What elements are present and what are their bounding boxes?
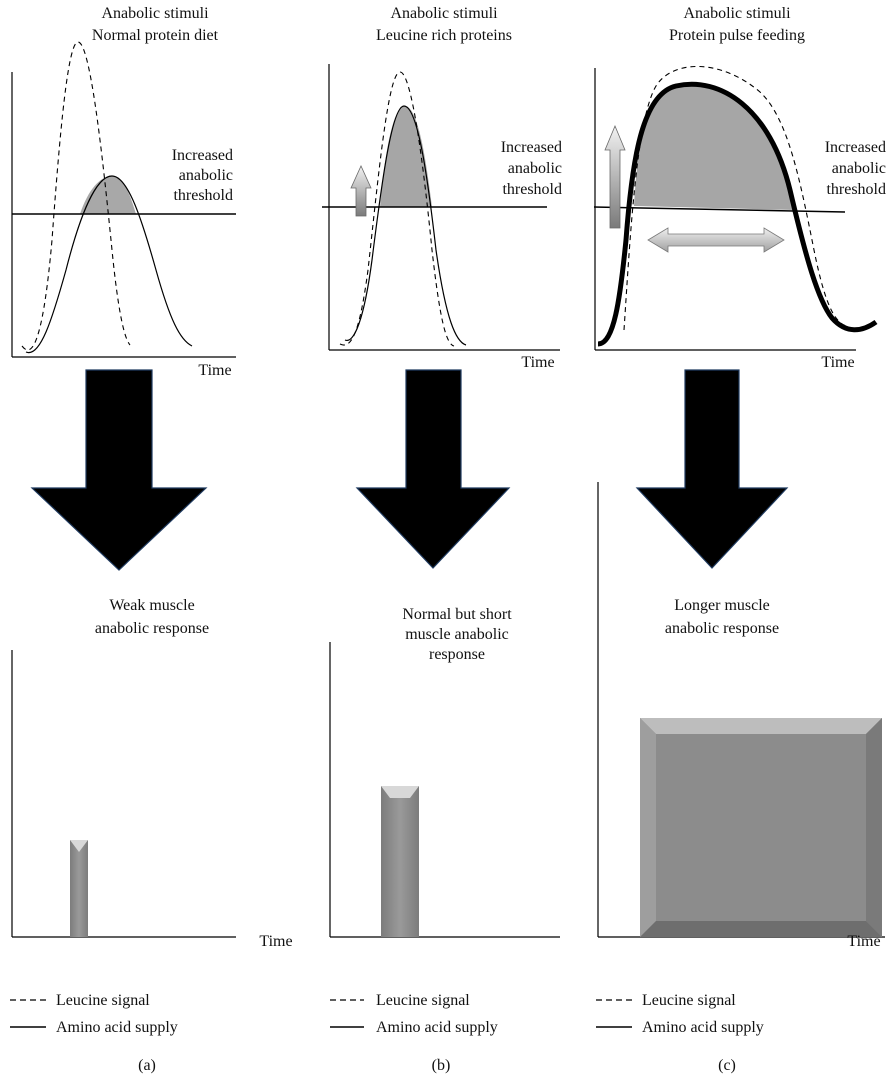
panel-b-response-line3: response: [429, 646, 485, 663]
panel-a-threshold-label-2: anabolic: [179, 167, 233, 184]
panel-a-title-line2: Normal protein diet: [92, 27, 219, 44]
panel-a: Anabolic stimuli Normal protein diet Inc…: [10, 5, 293, 1074]
panel-b-threshold-label-3: threshold: [502, 181, 562, 198]
panel-c-title-line1: Anabolic stimuli: [683, 5, 791, 22]
panel-a-bottom-time-label: Time: [259, 933, 292, 950]
panel-a-leucine-curve: [21, 41, 131, 351]
panel-a-response-line1: Weak muscle: [109, 597, 194, 614]
panel-b-legend-solid-label: Amino acid supply: [376, 1019, 498, 1036]
panel-a-legend-dashed-label: Leucine signal: [56, 992, 150, 1009]
panel-a-response-line2: anabolic response: [95, 620, 209, 637]
panel-c-legend-dashed-label: Leucine signal: [642, 992, 736, 1009]
panel-b-response-line2: muscle anabolic: [405, 626, 509, 643]
panel-c-down-arrow: [635, 369, 789, 569]
panel-a-down-arrow: [30, 369, 208, 571]
panel-b-threshold-label-1: Increased: [501, 139, 562, 156]
panel-b-threshold-up-arrow: [350, 165, 372, 217]
panel-b-down-arrow: [355, 369, 511, 569]
panel-a-legend-solid-label: Amino acid supply: [56, 1019, 178, 1036]
panel-c-threshold-label-1: Increased: [825, 139, 886, 156]
panel-c-anabolic-area: [634, 85, 794, 210]
panel-c-threshold-label-2: anabolic: [832, 160, 886, 177]
panel-c-response-line2: anabolic response: [665, 620, 779, 637]
panel-b-leucine-curve: [339, 71, 455, 347]
panel-a-title-line1: Anabolic stimuli: [101, 5, 209, 22]
panel-b-title-line2: Leucine rich proteins: [376, 27, 512, 44]
panel-c-response-line1: Longer muscle: [674, 597, 770, 614]
panel-c-amino-curve: [597, 81, 878, 347]
panel-b-caption: (b): [432, 1057, 451, 1074]
panel-c-threshold-label-3: threshold: [826, 181, 886, 198]
panel-c-title-line2: Protein pulse feeding: [669, 27, 805, 44]
panel-c-threshold-line: [593, 206, 846, 213]
panel-b-response-bar: [381, 786, 419, 937]
panel-b-title-line1: Anabolic stimuli: [390, 5, 498, 22]
panel-a-anabolic-area: [80, 176, 136, 214]
panel-c-top-time-label: Time: [821, 354, 854, 371]
panel-c-leucine-curve: [623, 65, 847, 331]
panel-c: Anabolic stimuli Protein pulse feeding I…: [593, 5, 886, 1074]
panel-c-response-bar: [640, 718, 882, 937]
panel-b-top-time-label: Time: [521, 354, 554, 371]
panel-b-amino-curve: [344, 105, 467, 346]
panel-a-caption: (a): [138, 1057, 156, 1074]
panel-c-threshold-up-arrow: [604, 124, 626, 229]
panel-a-amino-curve: [25, 175, 193, 354]
panel-c-legend-solid-label: Amino acid supply: [642, 1019, 764, 1036]
panel-c-caption: (c): [718, 1057, 736, 1074]
panel-b-anabolic-area: [380, 105, 432, 207]
panel-b-legend-dashed-label: Leucine signal: [376, 992, 470, 1009]
panel-c-bottom-time-label: Time: [847, 933, 880, 950]
panel-b: Anabolic stimuli Leucine rich proteins I…: [322, 5, 562, 1074]
panel-b-threshold-label-2: anabolic: [508, 160, 562, 177]
panel-b-response-line1: Normal but short: [402, 606, 512, 623]
panel-a-threshold-label-3: threshold: [173, 187, 233, 204]
panel-a-top-time-label: Time: [198, 362, 231, 379]
panel-c-duration-arrow: [647, 227, 785, 253]
panel-a-response-bar: [70, 840, 88, 937]
panel-a-threshold-label-1: Increased: [172, 147, 233, 164]
